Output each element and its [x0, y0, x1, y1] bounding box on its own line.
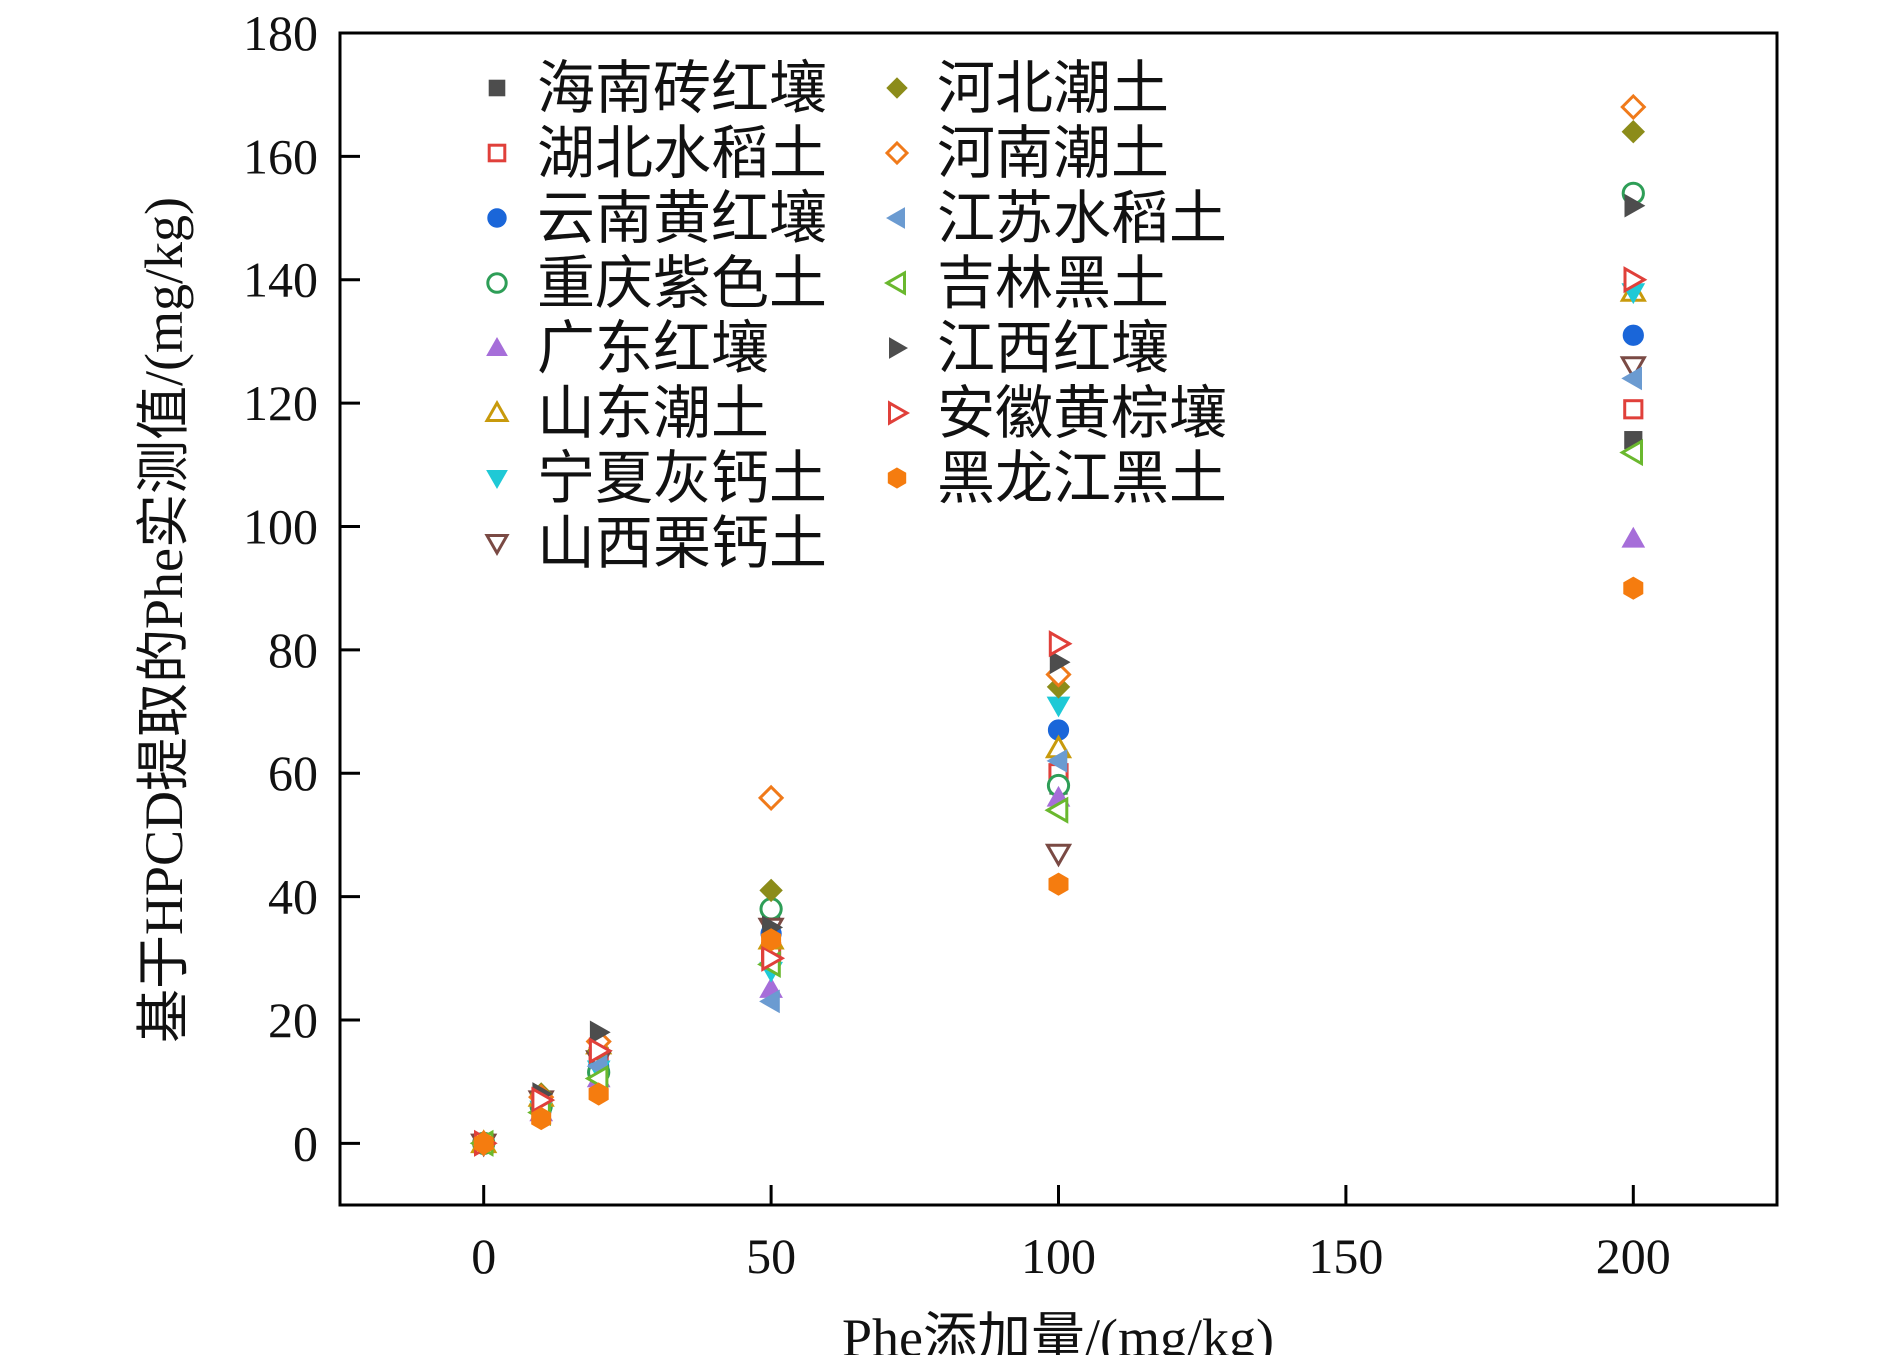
legend-marker	[486, 336, 508, 356]
y-tick-label: 20	[268, 992, 318, 1048]
legend-label: 黑龙江黑土	[937, 444, 1227, 512]
legend-label: 河北潮土	[937, 54, 1169, 122]
legend-marker	[885, 207, 905, 229]
data-point	[588, 1037, 613, 1065]
legend-label: 湖北水稻土	[537, 119, 827, 187]
y-tick-label: 0	[293, 1115, 318, 1171]
data-point	[1623, 266, 1648, 294]
legend-marker	[884, 140, 910, 166]
x-tick-label: 0	[471, 1228, 496, 1284]
data-point	[1624, 193, 1646, 218]
y-tick-label: 40	[268, 869, 318, 925]
x-tick-label: 150	[1308, 1228, 1383, 1284]
data-point	[1619, 438, 1643, 467]
legend-marker	[484, 534, 510, 557]
data-point	[1621, 366, 1642, 391]
data-point	[1619, 356, 1647, 381]
data-point	[757, 784, 785, 812]
data-point	[1620, 93, 1647, 121]
data-point	[1622, 324, 1644, 346]
data-point	[1621, 526, 1646, 548]
legend-marker	[486, 470, 508, 490]
legend-label: 重庆紫色土	[537, 249, 827, 317]
legend-marker	[887, 467, 907, 489]
data-point	[1623, 399, 1644, 420]
y-tick-label: 100	[243, 498, 318, 554]
data-point	[1046, 749, 1068, 773]
legend-marker	[487, 143, 507, 163]
legend-label: 宁夏灰钙土	[537, 444, 827, 512]
data-point	[1621, 119, 1646, 144]
x-tick-label: 100	[1021, 1228, 1096, 1284]
y-axis: 0 20 40 60 80 100 120 140 160 180	[243, 5, 360, 1171]
data-point	[473, 1131, 494, 1155]
legend-marker	[888, 400, 911, 426]
data-point	[531, 1086, 556, 1114]
legend-marker	[488, 79, 506, 97]
legend-label: 江西红壤	[937, 314, 1169, 382]
data-point	[761, 928, 782, 952]
legend-label: 山西栗钙土	[537, 509, 827, 577]
legend-label: 云南黄红壤	[537, 184, 827, 252]
y-axis-title: 基于HPCD提取的Phe实测值/(mg/kg)	[134, 197, 194, 1043]
data-point	[588, 1082, 609, 1106]
data-point	[589, 1020, 611, 1045]
data-point	[1048, 630, 1073, 658]
data-point	[759, 989, 780, 1014]
legend-label: 安徽黄棕壤	[937, 379, 1227, 447]
legend-marker	[486, 272, 508, 294]
data-point	[1623, 576, 1644, 600]
legend-label: 海南砖红壤	[537, 54, 827, 122]
data-point	[1044, 843, 1073, 868]
data-point	[1046, 696, 1071, 718]
legend-label: 江苏水稻土	[937, 184, 1227, 252]
y-tick-label: 60	[268, 745, 318, 801]
y-tick-label: 120	[243, 375, 318, 431]
x-axis-title: Phe添加量/(mg/kg)	[842, 1308, 1274, 1355]
x-tick-label: 50	[746, 1228, 796, 1284]
y-tick-label: 180	[243, 5, 318, 61]
legend-label: 广东红壤	[537, 314, 769, 382]
legend-marker	[889, 337, 909, 359]
data-point	[1048, 872, 1069, 896]
data-point	[531, 1107, 552, 1131]
legend-label: 山东潮土	[537, 379, 769, 447]
y-tick-label: 80	[268, 622, 318, 678]
x-tick-label: 200	[1596, 1228, 1671, 1284]
y-tick-label: 140	[243, 252, 318, 308]
data-point	[759, 878, 783, 903]
data-point	[1049, 650, 1071, 675]
legend-marker	[487, 208, 507, 228]
x-axis: 0 50 100 150 200	[471, 1185, 1671, 1284]
legend-marker	[484, 399, 510, 422]
data-point	[1044, 796, 1069, 824]
y-tick-label: 160	[243, 128, 318, 184]
data-points	[469, 93, 1648, 1158]
legend-label: 吉林黑土	[937, 249, 1169, 317]
legend-marker	[883, 270, 906, 296]
legend-label: 河南潮土	[937, 119, 1169, 187]
data-point	[761, 944, 786, 972]
legend-marker	[886, 77, 908, 99]
